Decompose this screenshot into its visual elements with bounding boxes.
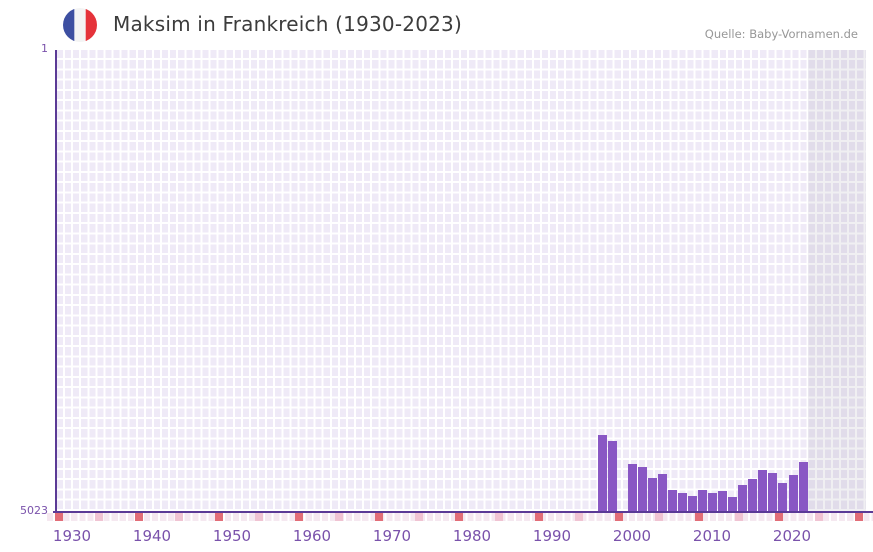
x-axis-label-1990: 1990 <box>532 527 572 545</box>
rank-bar-2015[interactable] <box>778 483 788 511</box>
half-decade-tick-2015 <box>735 513 743 521</box>
rank-bar-2008[interactable] <box>708 492 717 511</box>
y-axis-title: Platz <box>0 261 2 289</box>
decade-tick-1970 <box>375 513 383 521</box>
x-axis-label-1940: 1940 <box>132 527 172 545</box>
source-attribution[interactable]: Quelle: Baby-Vornamen.de <box>704 27 858 41</box>
rank-bar-2013[interactable] <box>758 469 768 511</box>
x-axis-label-1950: 1950 <box>212 527 252 545</box>
rank-bar-2003[interactable] <box>657 474 667 511</box>
rank-bar-2011[interactable] <box>738 485 748 511</box>
half-decade-tick-1995 <box>575 513 583 521</box>
rank-bar-2002[interactable] <box>647 478 657 511</box>
rank-bar-1997[interactable] <box>597 435 607 511</box>
rank-bar-2009[interactable] <box>718 491 728 511</box>
y-axis-line <box>55 50 57 513</box>
rank-bar-1998[interactable] <box>607 441 617 511</box>
x-axis-label-1980: 1980 <box>452 527 492 545</box>
half-decade-tick-1955 <box>255 513 263 521</box>
y-axis-bottom-label: 5023 <box>20 504 48 517</box>
x-axis-label-1970: 1970 <box>372 527 412 545</box>
decade-tick-1990 <box>535 513 543 521</box>
x-axis-line <box>53 511 873 513</box>
y-axis-top-label: 1 <box>41 42 48 55</box>
half-decade-tick-1985 <box>495 513 503 521</box>
decade-tick-2010 <box>695 513 703 521</box>
chart-header: Maksim in Frankreich (1930-2023) Quelle:… <box>0 0 873 50</box>
rank-bar-2001[interactable] <box>637 467 647 511</box>
decade-tick-1980 <box>455 513 463 521</box>
half-decade-tick-1945 <box>175 513 183 521</box>
x-axis-label-2000: 2000 <box>612 527 652 545</box>
half-decade-tick-1965 <box>335 513 343 521</box>
decade-tick-2030 <box>855 513 863 521</box>
rank-bar-2005[interactable] <box>677 492 687 511</box>
decade-tick-1950 <box>215 513 223 521</box>
decade-tick-1940 <box>135 513 143 521</box>
half-decade-tick-1935 <box>95 513 103 521</box>
x-axis-label-1960: 1960 <box>292 527 332 545</box>
rank-bar-2007[interactable] <box>698 490 707 511</box>
rank-bar-2010[interactable] <box>728 497 738 511</box>
rank-bar-2017[interactable] <box>798 462 808 511</box>
half-decade-tick-2005 <box>655 513 663 521</box>
x-axis-label-2010: 2010 <box>692 527 732 545</box>
decade-tick-1930 <box>55 513 63 521</box>
rank-bar-2012[interactable] <box>748 479 758 511</box>
rank-bar-2006[interactable] <box>688 496 697 511</box>
x-axis-label-2020: 2020 <box>772 527 812 545</box>
decade-tick-2020 <box>775 513 783 521</box>
rank-bar-2004[interactable] <box>667 490 677 511</box>
half-decade-tick-1975 <box>415 513 423 521</box>
x-axis-label-1930: 1930 <box>52 527 92 545</box>
rank-bar-2000[interactable] <box>627 463 637 511</box>
chart-title: Maksim in Frankreich (1930-2023) <box>113 12 462 36</box>
france-flag-icon <box>63 8 97 42</box>
rank-bar-2014[interactable] <box>768 473 778 511</box>
half-decade-tick-2025 <box>815 513 823 521</box>
plot-grid <box>57 50 866 511</box>
decade-tick-1960 <box>295 513 303 521</box>
decade-tick-2000 <box>615 513 623 521</box>
rank-bar-2016[interactable] <box>788 474 798 511</box>
